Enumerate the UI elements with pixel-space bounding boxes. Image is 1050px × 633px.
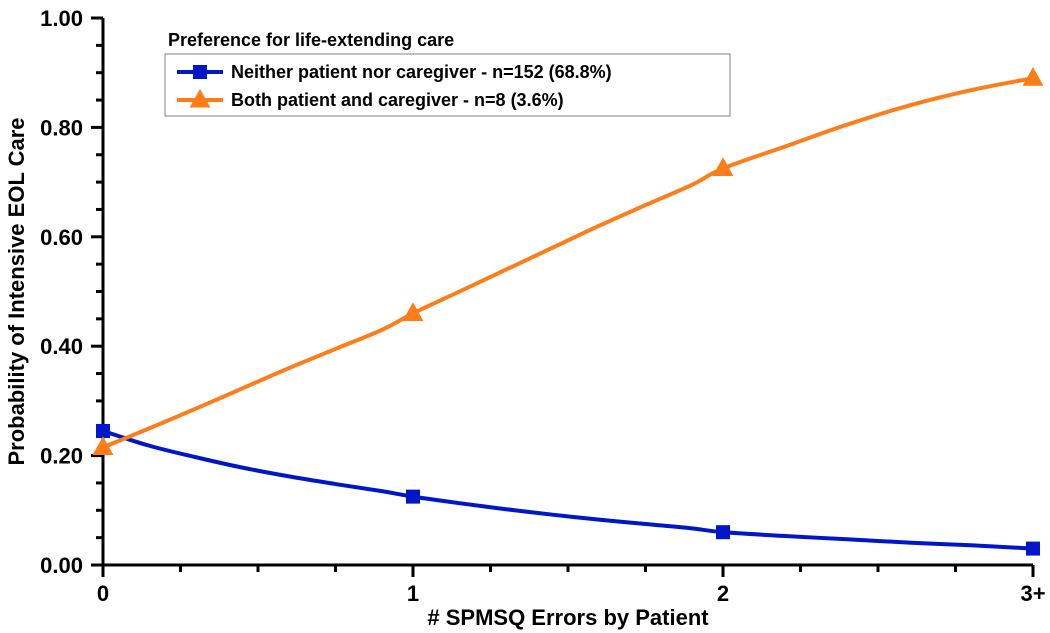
svg-text:# SPMSQ Errors by Patient: # SPMSQ Errors by Patient xyxy=(427,605,709,630)
svg-text:3+: 3+ xyxy=(1020,581,1045,606)
svg-text:0.20: 0.20 xyxy=(40,444,83,469)
svg-text:1.00: 1.00 xyxy=(40,6,83,31)
svg-text:0.60: 0.60 xyxy=(40,225,83,250)
chart-container: 0.00 0.20 0.40 0.60 0.80 1.00 0 1 2 3+ # SPMSQ Err… xyxy=(0,0,1050,633)
chart-svg: 0.00 0.20 0.40 0.60 0.80 1.00 0 1 2 3+ # SPMSQ Err… xyxy=(0,0,1050,633)
svg-text:1: 1 xyxy=(407,581,419,606)
svg-text:Both patient and caregiver - n: Both patient and caregiver - n=8 (3.6%) xyxy=(231,90,564,110)
svg-text:0.00: 0.00 xyxy=(40,553,83,578)
svg-text:Probability of Intensive EOL C: Probability of Intensive EOL Care xyxy=(4,117,29,465)
svg-text:0: 0 xyxy=(97,581,109,606)
svg-text:Preference for life-extending: Preference for life-extending care xyxy=(168,30,454,50)
svg-text:2: 2 xyxy=(717,581,729,606)
svg-text:0.80: 0.80 xyxy=(40,115,83,140)
svg-text:Neither patient nor caregiver: Neither patient nor caregiver - n=152 (6… xyxy=(231,62,612,82)
svg-text:0.40: 0.40 xyxy=(40,334,83,359)
